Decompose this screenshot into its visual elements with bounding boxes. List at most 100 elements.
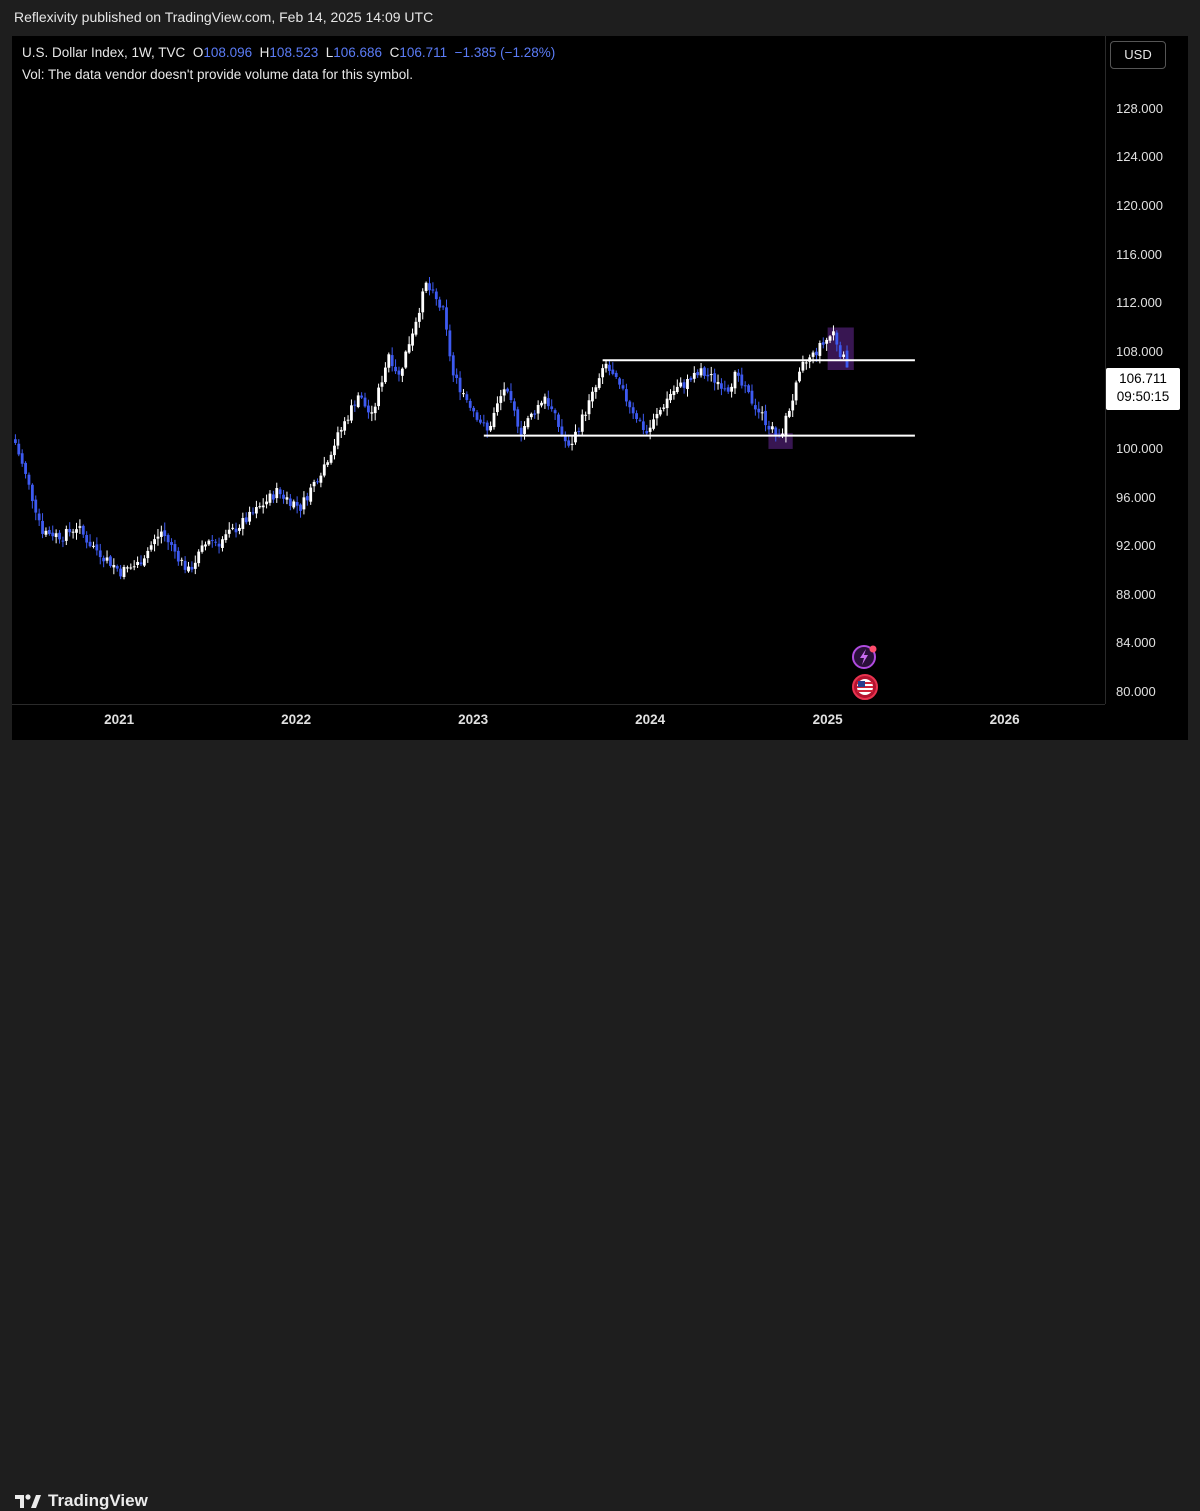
- candle-body: [387, 354, 391, 368]
- candle-body: [139, 562, 143, 565]
- candle-body: [767, 425, 771, 430]
- time-axis[interactable]: [12, 704, 1105, 741]
- price-tick-label: 108.000: [1116, 343, 1163, 359]
- candle-body: [499, 396, 503, 403]
- candle-body: [24, 462, 27, 474]
- candle-body: [88, 541, 92, 547]
- candle-body: [367, 405, 370, 413]
- chart-pane[interactable]: [12, 36, 1105, 704]
- candle-body: [434, 291, 438, 300]
- candle-body: [563, 435, 567, 442]
- candle-body: [733, 371, 737, 389]
- candle-body: [170, 542, 173, 545]
- candle-body: [787, 410, 791, 417]
- candle-body: [85, 535, 89, 543]
- candle-body: [350, 405, 353, 421]
- candle-body: [34, 499, 38, 513]
- candle-body: [658, 410, 662, 415]
- candle-body: [614, 372, 618, 377]
- candle-body: [400, 368, 404, 376]
- candle-body: [333, 445, 336, 456]
- time-tick-label: 2024: [635, 712, 666, 727]
- candle-body: [675, 386, 679, 392]
- candle-body: [244, 517, 248, 523]
- currency-button[interactable]: USD: [1110, 41, 1166, 69]
- candle-body: [390, 355, 394, 367]
- candle-body: [624, 389, 628, 402]
- candle-body: [61, 540, 65, 542]
- open-value: 108.096: [203, 45, 253, 60]
- candle-body: [302, 497, 306, 510]
- candle-body: [557, 414, 560, 427]
- candle-body: [98, 550, 102, 558]
- candle-body: [248, 511, 252, 522]
- candle-body: [723, 388, 727, 390]
- candle-body: [207, 540, 211, 545]
- candle-body: [567, 440, 571, 446]
- candle-body: [699, 368, 703, 376]
- symbol-label[interactable]: U.S. Dollar Index, 1W, TVC: [22, 45, 186, 60]
- high-label: H: [259, 45, 270, 60]
- lightning-event-icon[interactable]: [850, 643, 880, 671]
- candle-body: [451, 355, 455, 376]
- candle-body: [68, 529, 72, 533]
- candle-body: [750, 390, 754, 404]
- candle-body: [526, 418, 530, 428]
- candle-body: [764, 410, 767, 426]
- candle-body: [553, 410, 557, 414]
- candle-body: [424, 282, 428, 291]
- candle-body: [221, 539, 224, 548]
- candle-body: [496, 403, 499, 413]
- candle-body: [804, 362, 808, 364]
- candle-body: [811, 352, 815, 357]
- candle-body: [204, 544, 207, 547]
- candle-body: [608, 364, 611, 371]
- candle-body: [720, 383, 723, 389]
- publish-bar: Reflexivity published on TradingView.com…: [0, 0, 1200, 36]
- candle-body: [845, 350, 849, 368]
- candle-body: [81, 525, 85, 535]
- candle-body: [716, 381, 720, 385]
- tradingview-logo[interactable]: TradingView: [14, 1491, 148, 1511]
- candle-body: [241, 518, 245, 529]
- candle-body: [794, 382, 798, 401]
- candle-body: [20, 453, 24, 464]
- price-axis[interactable]: [1105, 36, 1189, 704]
- candle-body: [726, 387, 730, 392]
- candle-body: [825, 339, 829, 344]
- price-tick-label: 128.000: [1116, 100, 1163, 116]
- candle-body: [44, 530, 48, 535]
- candle-body: [753, 405, 757, 410]
- candle-body: [166, 535, 170, 543]
- candle-body: [703, 367, 706, 376]
- candle-body: [193, 562, 197, 569]
- candle-body: [574, 431, 577, 443]
- candle-body: [380, 382, 384, 387]
- candle-body: [339, 429, 343, 432]
- candle-body: [635, 413, 638, 420]
- last-price-value: 106.711: [1119, 371, 1167, 386]
- candle-body: [417, 312, 421, 322]
- change-value: −1.385 (−1.28%): [454, 45, 556, 60]
- candle-body: [709, 374, 713, 376]
- candle-body: [258, 506, 262, 508]
- us-flag-event-icon[interactable]: [850, 673, 880, 701]
- tradingview-logo-icon: [15, 1494, 41, 1508]
- candle-body: [353, 404, 357, 406]
- candle-body: [180, 559, 184, 561]
- candle-body: [536, 404, 540, 414]
- brand-name: TradingView: [48, 1491, 148, 1510]
- candle-body: [621, 385, 625, 389]
- low-value: 106.686: [333, 45, 383, 60]
- candlestick-plot[interactable]: [12, 36, 1105, 704]
- candle-body: [482, 422, 486, 424]
- price-tick-label: 88.000: [1116, 586, 1156, 602]
- candle-body: [163, 530, 167, 537]
- candle-body: [254, 507, 258, 514]
- candle-body: [570, 443, 574, 446]
- close-value: 106.711: [399, 45, 448, 60]
- candle-body: [275, 488, 279, 499]
- candle-body: [51, 532, 55, 537]
- candle-body: [597, 378, 601, 388]
- candle-body: [47, 529, 51, 534]
